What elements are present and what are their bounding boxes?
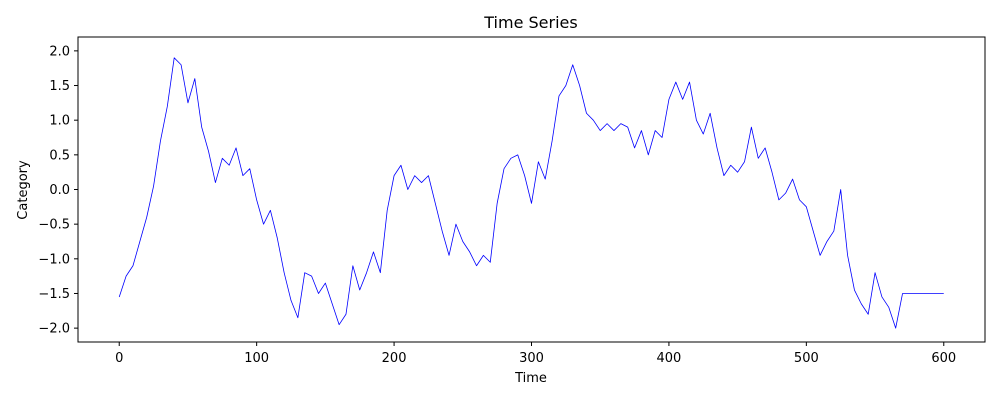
x-tick-label: 200 bbox=[382, 351, 407, 366]
x-tick-label: 400 bbox=[657, 351, 682, 366]
x-tick-label: 500 bbox=[794, 351, 819, 366]
y-axis-label: Category bbox=[16, 160, 31, 220]
y-tick-label: −0.5 bbox=[38, 218, 70, 233]
x-tick-label: 100 bbox=[244, 351, 269, 366]
chart-title: Time Series bbox=[483, 13, 577, 32]
plot-frame bbox=[77, 36, 986, 343]
series-line bbox=[118, 57, 944, 329]
x-tick-label: 0 bbox=[115, 351, 123, 366]
y-tick-label: 2.0 bbox=[49, 44, 70, 59]
x-tick-label: 300 bbox=[519, 351, 544, 366]
x-tick-label: 600 bbox=[931, 351, 956, 366]
y-tick-label: 0.5 bbox=[49, 148, 70, 163]
y-tick-label: 1.0 bbox=[49, 114, 70, 129]
y-tick-label: 0.0 bbox=[49, 183, 70, 198]
y-tick-label: −1.5 bbox=[38, 287, 70, 302]
y-tick-label: 1.5 bbox=[49, 79, 70, 94]
series-layer bbox=[118, 57, 944, 329]
y-tick-label: −1.0 bbox=[38, 252, 70, 267]
x-axis: 0 100 200 300 400 500 600 bbox=[115, 342, 956, 366]
x-axis-label: Time bbox=[514, 371, 547, 386]
y-tick-label: −2.0 bbox=[38, 322, 70, 337]
y-axis: −2.0 −1.5 −1.0 −0.5 0.0 0.5 1.0 1.5 2.0 bbox=[38, 44, 78, 337]
